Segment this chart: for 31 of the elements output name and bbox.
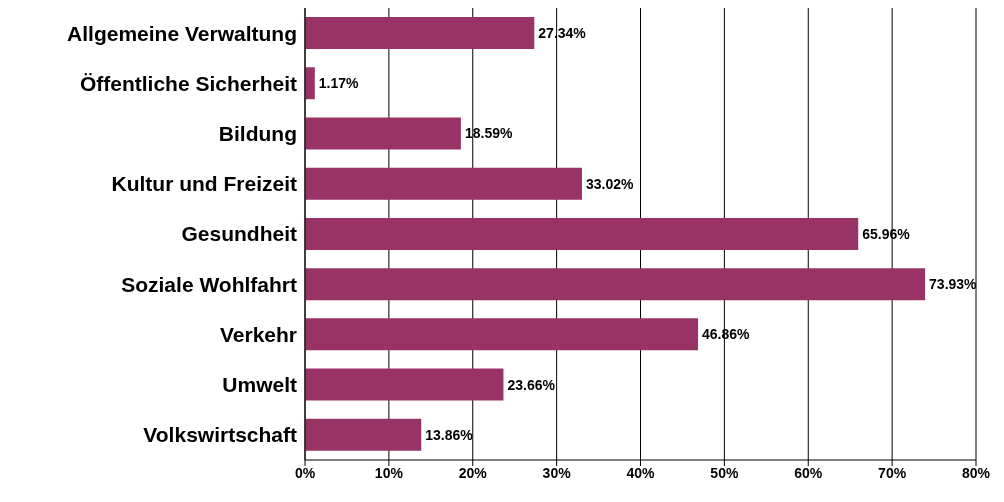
y-tick-label: Verkehr xyxy=(219,322,297,346)
x-tick-label: 0% xyxy=(294,464,316,481)
bar xyxy=(305,17,535,50)
bar xyxy=(305,217,859,250)
y-tick-label: Soziale Wohlfahrt xyxy=(121,272,297,296)
y-tick-label: Gesundheit xyxy=(181,222,297,246)
x-tick-label: 60% xyxy=(794,464,823,481)
data-label: 23.66% xyxy=(507,376,556,393)
x-tick-label: 70% xyxy=(878,464,907,481)
bar xyxy=(305,117,461,150)
y-tick-label: Bildung xyxy=(218,122,297,146)
bar xyxy=(305,318,699,351)
x-tick-label: 50% xyxy=(710,464,739,481)
x-tick-label: 40% xyxy=(626,464,656,481)
y-tick-label: Öffentliche Sicherheit xyxy=(79,71,297,95)
y-tick-label: Umwelt xyxy=(222,373,297,397)
bar xyxy=(305,67,315,100)
x-tick-label: 10% xyxy=(374,464,404,481)
data-label: 1.17% xyxy=(318,75,360,92)
bar xyxy=(305,167,582,200)
x-tick-label: 20% xyxy=(458,464,488,481)
x-tick-label: 80% xyxy=(961,464,991,481)
bar xyxy=(305,368,504,401)
x-tick-label: 30% xyxy=(542,464,572,481)
y-tick-label: Volkswirtschaft xyxy=(143,423,298,447)
bar xyxy=(305,418,422,451)
y-tick-label: Allgemeine Verwaltung xyxy=(67,21,297,45)
data-label: 73.93% xyxy=(929,276,978,293)
data-label: 33.02% xyxy=(585,175,634,192)
y-tick-label: Kultur und Freizeit xyxy=(111,172,297,196)
bar xyxy=(305,268,926,301)
